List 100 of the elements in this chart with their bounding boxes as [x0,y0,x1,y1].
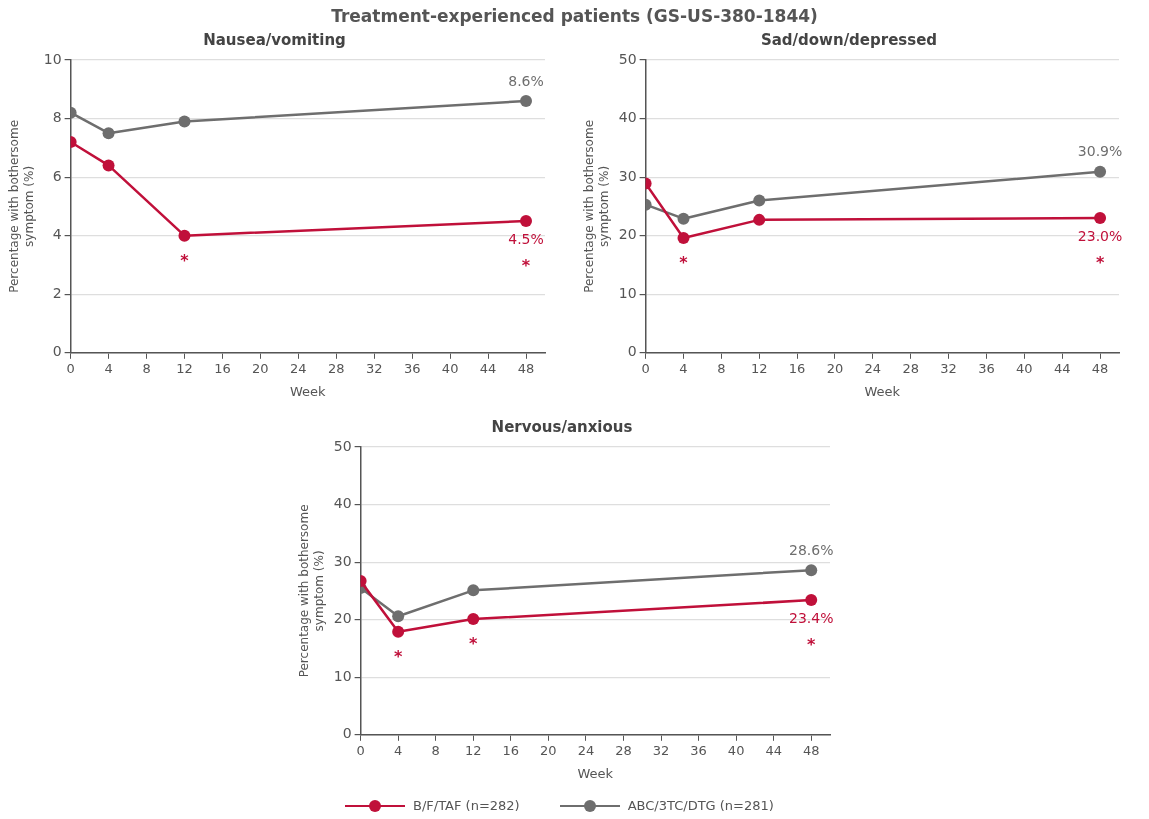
y-tick-label: 0 [627,343,637,360]
annotation: * [393,646,403,666]
x-tick-label: 12 [464,742,482,758]
y-tick-label: 0 [342,725,352,742]
chart-subtitle: Nervous/anxious [491,417,633,436]
x-tick-label: 4 [679,360,688,376]
y-tick-label: 20 [618,226,637,243]
x-tick-label: 32 [365,360,383,376]
chart-subtitle: Sad/down/depressed [760,30,938,49]
x-tick-label: 40 [727,742,745,758]
x-tick-label: 12 [176,360,193,376]
point [805,564,818,577]
annotation: * [679,253,689,273]
point [178,115,191,128]
y-axis-title: Percentage with bothersome symptom (%) [7,119,36,293]
x-tick-label: 0 [66,360,75,376]
legend-label: B/F/TAF (n=282) [413,798,520,813]
y-tick-label: 0 [52,343,62,360]
chart-title: Treatment-experienced patients (GS-US-380-1844) [330,6,819,26]
x-tick-label: 16 [502,742,520,758]
point [178,229,191,242]
point [805,594,818,607]
y-tick-label: 40 [333,495,352,512]
y-tick-label: 8 [52,109,62,126]
chart-subtitle: Nausea/vomiting [203,30,346,49]
x-tick-label: 16 [788,360,806,376]
point [467,584,480,597]
x-tick-label: 4 [104,360,113,376]
point [677,212,690,225]
x-tick-label: 44 [1053,360,1071,376]
y-tick-label: 30 [333,552,352,569]
x-tick-label: 12 [750,360,768,376]
x-tick-label: 24 [577,742,595,758]
x-tick-label: 8 [431,742,440,758]
point [520,94,533,107]
y-axis-title: Percentage with bothersome symptom (%) [297,504,326,678]
y-tick-label: 4 [52,226,62,243]
point [392,625,405,638]
x-tick-label: 8 [142,360,151,376]
x-tick-label: 40 [441,360,459,376]
x-axis-title: Week [289,383,327,399]
x-tick-label: 24 [864,360,882,376]
point [392,610,405,623]
x-tick-label: 36 [690,742,707,758]
x-tick-label: 48 [1091,360,1109,376]
y-tick-label: 50 [333,437,352,454]
point [1094,212,1107,225]
x-tick-label: 20 [540,742,557,758]
data-label: 30.9% [1077,143,1123,160]
y-tick-label: 6 [52,167,62,184]
annotation: * [521,256,531,276]
annotation: * [469,634,479,654]
point [753,194,766,207]
point [467,613,480,626]
x-tick-label: 28 [328,360,345,376]
y-axis-title: Percentage with bothersome symptom (%) [582,119,611,293]
x-tick-label: 28 [615,742,632,758]
point [102,159,115,172]
y-tick-label: 50 [618,50,637,67]
x-tick-label: 24 [290,360,307,376]
annotation: * [180,250,190,270]
point [1094,165,1107,178]
data-label: 4.5% [508,230,544,247]
x-tick-label: 20 [252,360,269,376]
x-tick-label: 8 [717,360,726,376]
y-tick-label: 10 [43,50,62,67]
data-label: 23.0% [1077,227,1123,244]
y-tick-label: 2 [52,284,62,301]
y-tick-label: 30 [618,167,637,184]
x-tick-label: 36 [978,360,995,376]
y-tick-label: 10 [618,284,637,301]
legend-label: ABC/3TC/DTG (n=281) [627,798,774,813]
x-axis-title: Week [577,765,614,781]
data-label: 28.6% [788,541,834,558]
x-axis-title: Week [864,383,901,399]
annotation: * [1095,253,1105,273]
y-tick-label: 20 [333,610,352,627]
x-tick-label: 32 [940,360,957,376]
x-tick-label: 48 [802,742,820,758]
x-tick-label: 0 [641,360,650,376]
x-tick-label: 48 [517,360,535,376]
y-tick-label: 10 [333,667,352,684]
x-tick-label: 32 [652,742,670,758]
x-tick-label: 36 [403,360,421,376]
point [677,232,690,245]
annotation: * [807,635,817,655]
x-tick-label: 20 [826,360,844,376]
x-tick-label: 28 [902,360,919,376]
x-tick-label: 4 [394,742,403,758]
point [520,215,533,228]
x-tick-label: 0 [356,742,365,758]
x-tick-label: 40 [1016,360,1033,376]
data-label: 8.6% [508,72,544,89]
point [753,213,766,226]
x-tick-label: 44 [479,360,497,376]
data-label: 23.4% [788,609,834,626]
y-tick-label: 40 [618,109,637,126]
x-tick-label: 44 [765,742,782,758]
x-tick-label: 16 [214,360,231,376]
point [102,127,115,140]
